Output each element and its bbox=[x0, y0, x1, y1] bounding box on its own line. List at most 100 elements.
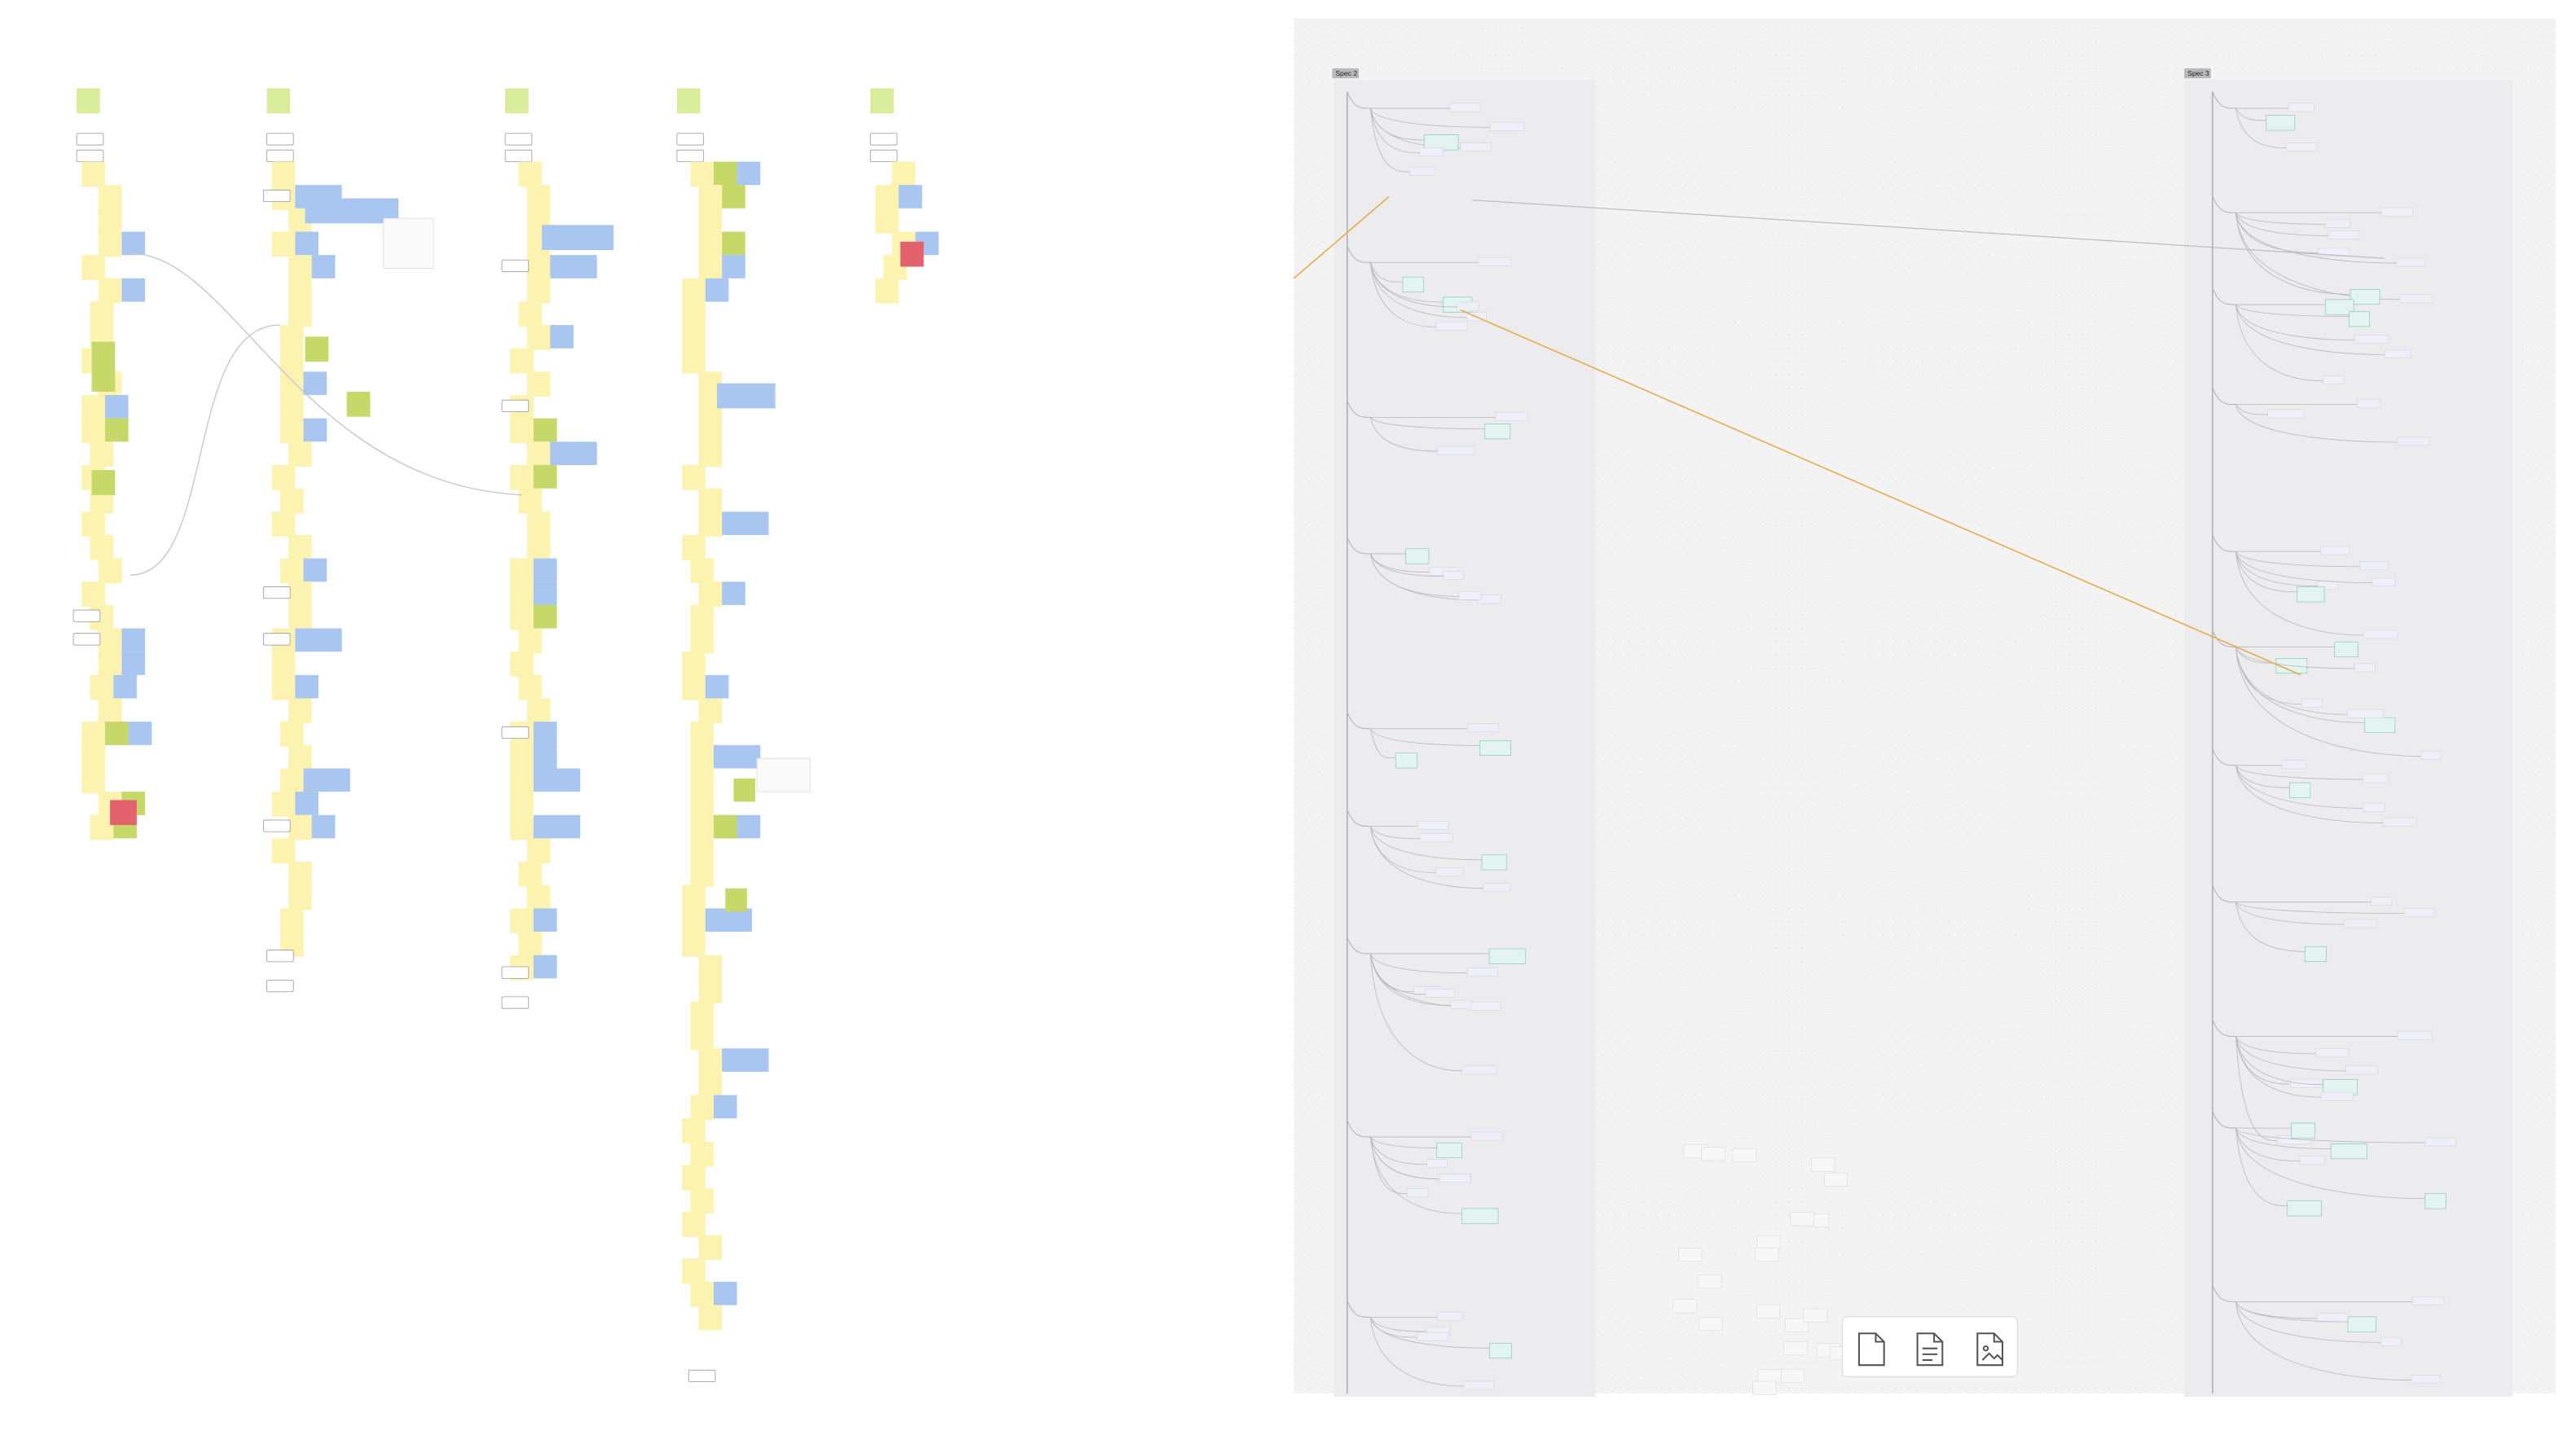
sticky-note bbox=[526, 511, 551, 538]
image-icon-dot bbox=[1982, 1345, 1989, 1352]
tree-node bbox=[1460, 143, 1492, 152]
sticky-note bbox=[288, 814, 312, 840]
sticky-note bbox=[91, 470, 116, 495]
sticky-note bbox=[303, 558, 327, 582]
sticky-note bbox=[271, 465, 296, 490]
tree-node bbox=[2372, 577, 2396, 586]
tree-node bbox=[2345, 1065, 2378, 1075]
card bbox=[266, 950, 294, 963]
sticky-note bbox=[682, 884, 706, 911]
tree-branch bbox=[2212, 630, 2236, 647]
sticky-note bbox=[526, 698, 551, 724]
loose-note bbox=[1790, 1212, 1814, 1227]
connector bbox=[1472, 199, 2385, 259]
card bbox=[73, 633, 101, 646]
sticky-note bbox=[288, 744, 312, 770]
sticky-note bbox=[271, 161, 296, 187]
tree-node bbox=[1489, 121, 1524, 131]
new-doc-button[interactable] bbox=[1916, 1332, 1944, 1367]
sticky-note bbox=[698, 418, 723, 444]
tree-branch bbox=[2212, 387, 2236, 406]
tree-node bbox=[2281, 760, 2306, 770]
loose-note bbox=[1755, 1247, 1779, 1262]
sticky-note bbox=[271, 674, 296, 700]
tree-edge bbox=[2235, 213, 2400, 301]
card bbox=[869, 149, 898, 162]
tree-edge bbox=[1369, 954, 1462, 1072]
tree-node bbox=[1435, 321, 1468, 331]
sticky-note bbox=[550, 325, 574, 349]
toolbar-bg bbox=[1841, 1316, 2019, 1378]
sticky-note bbox=[81, 511, 105, 538]
sticky-note bbox=[682, 1211, 706, 1237]
tree-edge bbox=[2235, 404, 2398, 443]
sticky-note bbox=[698, 255, 723, 280]
tree-edge bbox=[1369, 728, 1480, 746]
sticky-note bbox=[698, 978, 723, 1004]
spec-frame bbox=[2184, 80, 2513, 1398]
sticky-note bbox=[90, 534, 114, 560]
card bbox=[262, 633, 291, 646]
tree-edge bbox=[1369, 262, 1457, 308]
tree-node bbox=[2349, 311, 2370, 327]
tree-edge bbox=[1369, 1317, 1418, 1338]
tree-node bbox=[2382, 818, 2417, 827]
tree-node bbox=[1478, 257, 1511, 266]
tree-edge bbox=[2235, 304, 2350, 317]
tree-node bbox=[2299, 1156, 2325, 1165]
sticky-note bbox=[279, 395, 304, 420]
tree-node bbox=[1435, 867, 1463, 876]
tree-node bbox=[1443, 571, 1464, 581]
sticky-note bbox=[271, 511, 296, 538]
tree-node bbox=[2364, 717, 2396, 733]
tree-edge bbox=[2235, 404, 2268, 415]
card bbox=[76, 149, 104, 162]
sticky-note bbox=[288, 698, 312, 724]
sticky-note bbox=[722, 255, 745, 279]
tree-edge bbox=[2235, 765, 2363, 809]
sticky-note bbox=[900, 241, 924, 267]
tree-edge bbox=[2235, 1036, 2323, 1086]
tree-branch bbox=[1347, 537, 1371, 555]
tree-node bbox=[2403, 908, 2435, 918]
sticky-note bbox=[295, 231, 319, 256]
sticky-note bbox=[698, 488, 723, 514]
tree-edge bbox=[2235, 647, 2355, 669]
sticky-note bbox=[510, 814, 534, 840]
loose-note bbox=[1756, 1304, 1781, 1319]
new-page-button[interactable] bbox=[1857, 1332, 1885, 1367]
sticky-note bbox=[526, 884, 551, 911]
tree-node bbox=[1417, 1332, 1449, 1341]
tree-node bbox=[1481, 854, 1507, 871]
card bbox=[501, 966, 530, 979]
card bbox=[266, 979, 294, 993]
card bbox=[501, 726, 530, 739]
tree-edge bbox=[1369, 826, 1484, 889]
connector bbox=[130, 324, 280, 576]
card bbox=[266, 149, 294, 162]
tree-node bbox=[1395, 753, 1418, 769]
tree-edge bbox=[2235, 213, 2351, 295]
tree-node bbox=[2290, 1078, 2323, 1088]
tree-node bbox=[2346, 709, 2384, 718]
tree-node bbox=[2397, 1031, 2433, 1040]
sticky-note bbox=[110, 800, 137, 826]
tree-node bbox=[1450, 1000, 1471, 1009]
canvas: Spec 2 Spec 3 bbox=[73, 18, 2556, 1398]
sticky-note bbox=[90, 674, 114, 700]
loose-note bbox=[1673, 1299, 1697, 1314]
loose-note bbox=[1677, 1248, 1703, 1262]
tree-node bbox=[1462, 1065, 1497, 1075]
loose-note bbox=[1780, 1368, 1805, 1383]
tree-edge bbox=[2235, 213, 2319, 253]
new-image-button[interactable] bbox=[1976, 1332, 2003, 1367]
sticky-note bbox=[81, 722, 105, 747]
tree-branch bbox=[2212, 885, 2236, 903]
sticky-note bbox=[305, 198, 399, 224]
sticky-note bbox=[682, 908, 706, 934]
sticky-note bbox=[533, 604, 557, 629]
sticky-note bbox=[510, 652, 534, 677]
sticky-note bbox=[682, 325, 706, 350]
sticky-note bbox=[279, 325, 304, 350]
sticky-note bbox=[526, 325, 551, 350]
